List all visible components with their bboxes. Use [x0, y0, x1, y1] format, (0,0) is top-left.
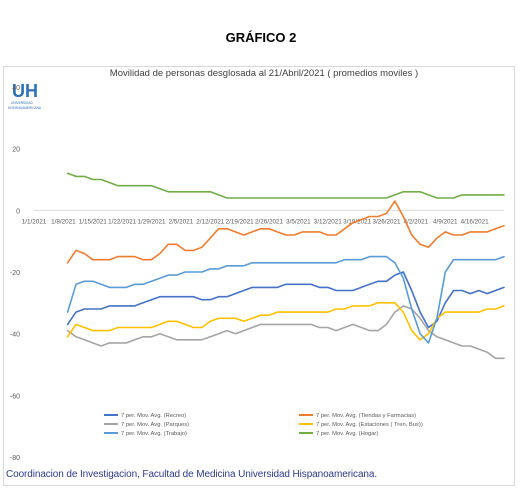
legend-label: 7 per. Mov. Avg. (Trabajo)	[121, 431, 187, 437]
series-line	[66, 172, 505, 199]
logo-line-1: UNIVERSIDAD	[11, 101, 33, 105]
legend-label: 7 per. Mov. Avg. (Recreo)	[121, 413, 186, 419]
y-tick-label: -80	[10, 455, 20, 462]
y-axis: 40 20 0 -20 -40 -60 -80	[10, 85, 20, 462]
y-tick-label: -20	[10, 270, 20, 277]
x-tick-label: 1/1/2021	[22, 218, 47, 225]
series-line	[66, 271, 505, 329]
x-tick-label: 3/26/2021	[372, 218, 401, 225]
x-tick-label: 1/22/2021	[108, 218, 137, 225]
x-tick-label: 3/12/2021	[314, 218, 343, 225]
legend-label: 7 per. Mov. Avg. (Hogar)	[316, 431, 378, 437]
series-lines	[66, 172, 505, 360]
x-tick-label: 2/12/2021	[196, 218, 225, 225]
legend-label: 7 per. Mov. Avg. (Tiendas y Farmacias)	[316, 413, 416, 419]
series-line	[66, 255, 505, 344]
y-tick-label: 20	[12, 147, 20, 154]
chart-heading: GRÁFICO 2	[225, 30, 297, 45]
logo-line-2: HISPANOAMERICANA	[8, 106, 42, 110]
chart-title: Movilidad de personas desglosada al 21/A…	[110, 68, 418, 79]
series-line	[66, 305, 505, 360]
footer-credit: Coordinacion de Investigacion, Facultad …	[6, 469, 378, 480]
legend-label: 7 per. Mov. Avg. (Parques)	[121, 422, 189, 428]
x-axis: 1/1/2021 1/8/2021 1/15/2021 1/22/2021 1/29/2…	[22, 209, 504, 225]
y-tick-label: -40	[10, 332, 20, 339]
x-tick-label: 1/8/2021	[51, 218, 76, 225]
x-tick-label: 4/9/2021	[433, 218, 458, 225]
y-tick-label: -60	[10, 393, 20, 400]
x-tick-label: 1/29/2021	[137, 218, 166, 225]
x-tick-label: 2/19/2021	[226, 218, 255, 225]
x-tick-label: 1/15/2021	[79, 218, 108, 225]
chart-frame: Movilidad de personas desglosada al 21/A…	[3, 66, 515, 486]
y-tick-label: 0	[16, 208, 20, 215]
logo-letters: UH	[12, 81, 38, 101]
y-tick-label: 40	[12, 85, 20, 92]
x-tick-label: 4/2/2021	[404, 218, 429, 225]
series-line	[66, 200, 505, 264]
x-tick-label: 2/5/2021	[169, 218, 194, 225]
line-chart: Movilidad de personas desglosada al 21/A…	[8, 68, 505, 462]
x-tick-label: 4/16/2021	[461, 218, 490, 225]
university-logo: UH UNIVERSIDAD HISPANOAMERICANA	[8, 81, 42, 110]
x-tick-label: 2/26/2021	[255, 218, 284, 225]
x-tick-label: 3/5/2021	[286, 218, 311, 225]
series-line	[66, 302, 505, 341]
legend-label: 7 per. Mov. Avg. (Estaciones ( Tren, Bus…	[316, 422, 423, 428]
legend: 7 per. Mov. Avg. (Recreo) 7 per. Mov. Avg…	[104, 413, 423, 437]
